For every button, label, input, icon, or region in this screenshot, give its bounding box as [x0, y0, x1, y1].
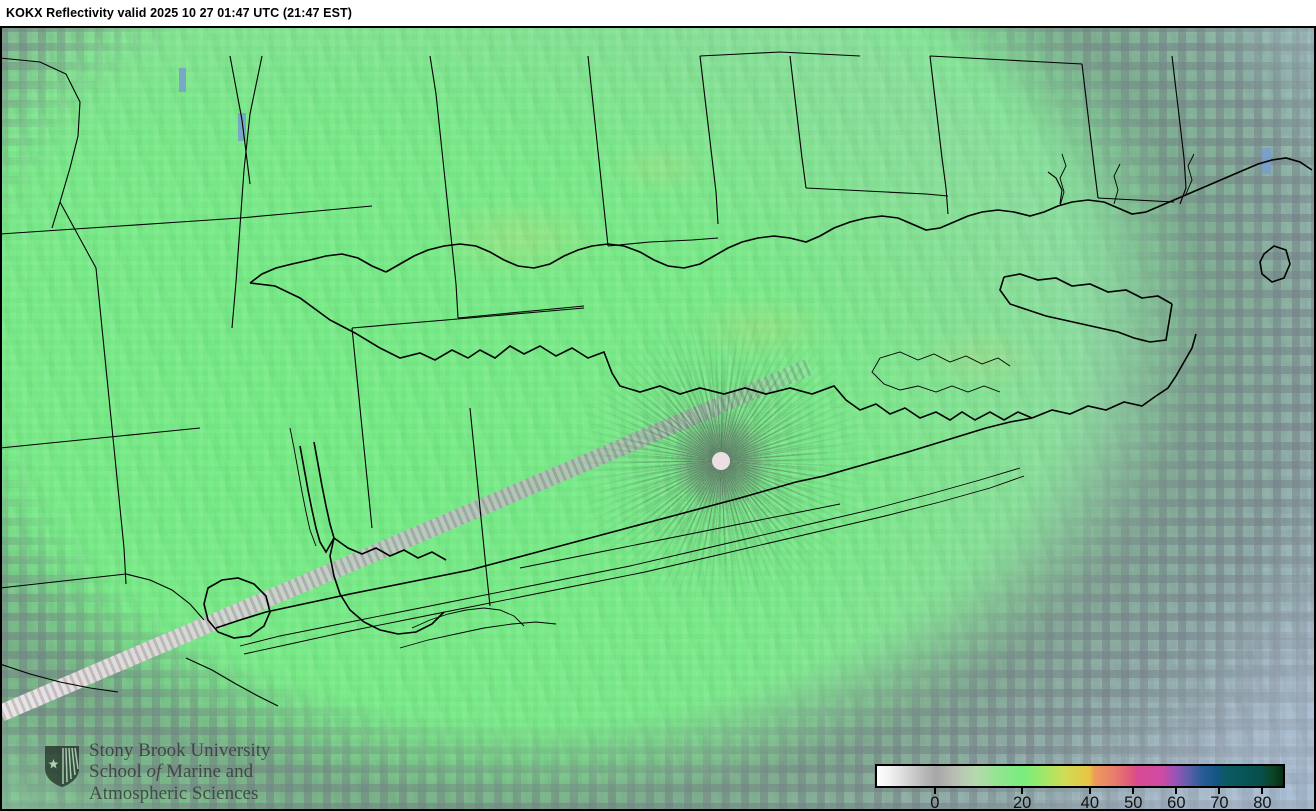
colorbar-tick-40 [1088, 788, 1091, 794]
logo-school-post: Marine and [161, 761, 254, 783]
page-title: KOKX Reflectivity valid 2025 10 27 01:47… [6, 6, 353, 20]
logo-line-university: Stony Brook University [89, 740, 271, 761]
radar-site-marker[interactable] [712, 452, 730, 470]
colorbar-gradient [877, 766, 1283, 786]
logo-line-department: Atmospheric Sciences [89, 782, 259, 804]
radar-map-panel[interactable]: Stony Brook University School of Marine … [0, 26, 1316, 811]
colorbar-tick-label-60: 60 [1167, 794, 1186, 811]
stony-brook-somas-logo: Stony Brook University School of Marine … [44, 740, 271, 804]
colorbar-tick-label-40: 40 [1080, 794, 1100, 811]
colorbar-tick-label-50: 50 [1124, 794, 1143, 811]
colorbar-tick-70 [1218, 788, 1221, 794]
colorbar-tick-60 [1175, 788, 1178, 794]
echo-edge-gray-band [0, 28, 1316, 811]
colorbar-tick-50 [1132, 788, 1135, 794]
colorbar-tick-label-80: 80 [1253, 794, 1272, 811]
map-boundary-overlay [0, 28, 1316, 811]
logo-school-pre: School [89, 761, 147, 783]
reflectivity-colorbar: 0 20 40 50 60 70 80 [875, 764, 1285, 811]
stony-brook-shield-icon [45, 746, 79, 787]
colorbar-tick-label-0: 0 [930, 794, 940, 811]
logo-line-school: School of Marine and [89, 761, 271, 782]
beam-streak-artifact [238, 113, 246, 141]
header-bar: KOKX Reflectivity valid 2025 10 27 01:47… [0, 0, 1316, 26]
colorbar-tick-0 [933, 788, 936, 794]
echo-fringe-speckle-outer [0, 28, 1316, 811]
logo-school-of: of [146, 761, 162, 783]
colorbar-tick-80 [1261, 788, 1264, 794]
beam-streak-artifact [179, 68, 186, 92]
echo-fringe-speckle [0, 28, 1316, 811]
colorbar-bar [875, 764, 1285, 788]
colorbar-tick-label-20: 20 [1013, 794, 1032, 811]
colorbar-tick-20 [1021, 788, 1024, 794]
logo-text-block: Stony Brook University School of Marine … [89, 740, 271, 804]
colorbar-ticks [875, 788, 1285, 794]
colorbar-tick-label-70: 70 [1210, 794, 1229, 811]
colorbar-labels: 0 20 40 50 60 70 80 [875, 794, 1285, 811]
